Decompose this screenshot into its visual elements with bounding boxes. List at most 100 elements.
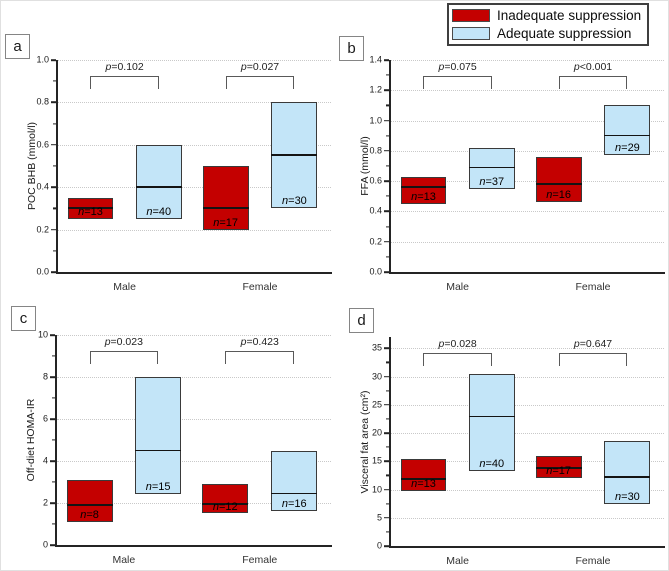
x-axis-line <box>389 272 665 274</box>
y-axis-major-tick <box>51 186 56 188</box>
y-axis-tick-label: 0 <box>376 540 382 551</box>
y-axis-major-tick <box>50 502 55 504</box>
y-axis-line <box>56 60 58 274</box>
median-line <box>468 166 515 169</box>
p-value-label: p=0.028 <box>438 338 477 351</box>
y-axis-major-tick <box>50 334 55 336</box>
n-count-label: n=30 <box>282 195 307 208</box>
gridline <box>391 433 664 435</box>
box-male-inadequate <box>400 459 447 491</box>
median-line <box>271 492 318 495</box>
x-axis-line <box>55 545 332 547</box>
gridline <box>391 90 664 92</box>
y-axis-major-tick <box>384 119 389 122</box>
y-axis-major-tick <box>384 516 389 519</box>
y-axis-tick-label: 10 <box>37 329 48 340</box>
y-axis-major-tick <box>384 432 389 434</box>
y-axis-tick-label: 6 <box>42 413 48 424</box>
gridline <box>58 187 331 189</box>
x-category-label-female: Female <box>575 555 611 567</box>
p-value-label: p=0.423 <box>240 336 279 349</box>
legend-label-adequate: Adequate suppression <box>497 25 632 41</box>
y-axis-major-tick <box>384 89 389 92</box>
n-count-label: n=12 <box>212 500 238 513</box>
legend-swatch-adequate-icon <box>452 27 490 40</box>
n-count-label: n=13 <box>411 190 436 203</box>
y-axis-tick-label: 8 <box>42 371 48 382</box>
gridline <box>57 335 331 336</box>
gridline <box>391 150 664 152</box>
y-axis-minor-tick <box>53 250 56 252</box>
x-category-label-female: Female <box>242 554 278 566</box>
y-axis-tick-label: 4 <box>42 455 48 466</box>
y-axis-major-tick <box>50 460 55 462</box>
median-line <box>604 134 651 137</box>
significance-bracket <box>558 352 628 366</box>
n-count-label: n=40 <box>479 458 505 471</box>
gridline <box>391 489 664 491</box>
y-axis-line <box>389 60 391 274</box>
n-count-label: n=13 <box>411 477 436 490</box>
y-axis-minor-tick <box>386 104 389 107</box>
n-count-label: n=16 <box>281 498 307 511</box>
median-line <box>202 503 249 505</box>
box-female-adequate <box>604 105 651 156</box>
y-axis-title: FFA (mmol/l) <box>359 136 371 196</box>
panel-letter-d: d <box>349 308 374 333</box>
legend-swatch-inadequate-icon <box>452 9 490 22</box>
box-male-adequate <box>468 147 515 189</box>
legend-label-inadequate: Inadequate suppression <box>497 7 642 23</box>
y-axis-major-tick <box>51 59 56 61</box>
y-axis-tick-label: 0 <box>42 539 48 550</box>
x-category-label-male: Male <box>113 281 136 293</box>
gridline <box>391 120 664 122</box>
legend-item-adequate: Adequate suppression <box>452 25 641 42</box>
x-category-label-male: Male <box>112 554 136 566</box>
significance-bracket <box>90 75 159 89</box>
y-axis-minor-tick <box>386 418 389 420</box>
box-male-inadequate <box>400 176 447 204</box>
y-axis-title: Off-diet HOMA-IR <box>25 398 37 482</box>
y-axis-major-tick <box>384 240 389 243</box>
gridline <box>391 404 664 406</box>
y-axis-major-tick <box>384 347 389 350</box>
panel-letter-c: c <box>11 306 36 331</box>
gridline <box>391 181 664 183</box>
y-axis-major-tick <box>384 59 389 61</box>
median-line <box>135 186 182 188</box>
box-female-inadequate <box>202 484 249 514</box>
y-axis-tick-label: 20 <box>371 427 382 438</box>
y-axis-major-tick <box>384 150 389 152</box>
y-axis-major-tick <box>51 228 56 231</box>
y-axis-minor-tick <box>386 474 389 476</box>
gridline <box>57 503 331 504</box>
y-axis-tick-label: 0.2 <box>36 224 49 235</box>
significance-bracket <box>89 350 159 364</box>
x-category-label-male: Male <box>446 555 469 567</box>
y-axis-major-tick <box>51 101 56 104</box>
legend: Inadequate suppression Adequate suppress… <box>447 3 650 46</box>
panel-c-plot: 0 2 4 6 8 10 n=8 n=15 n=12 n=16 p=0.023 p=0.423 Male… <box>25 330 332 566</box>
y-axis-minor-tick <box>386 165 389 167</box>
median-line <box>135 449 182 452</box>
y-axis-minor-tick <box>52 523 55 525</box>
y-axis-major-tick <box>50 376 55 378</box>
y-axis-tick-label: 0.4 <box>369 205 382 216</box>
y-axis-minor-tick <box>386 225 389 228</box>
significance-bracket <box>423 352 492 366</box>
gridline <box>391 60 664 61</box>
y-axis-minor-tick <box>53 207 56 209</box>
panel-d-plot: 0 5 10 15 20 25 30 35 n=13 n=40 n=17 n=30 p=0.028 p=0… <box>359 337 665 567</box>
p-value-label: p=0.102 <box>105 61 144 74</box>
y-axis-tick-label: 1.2 <box>369 84 382 95</box>
y-axis-tick-label: 30 <box>371 371 382 382</box>
gridline <box>391 517 664 519</box>
median-line <box>66 504 113 506</box>
box-male-adequate <box>135 377 182 494</box>
panel-letter-a: a <box>5 34 30 59</box>
x-axis-line <box>389 546 665 548</box>
box-male-adequate <box>135 144 182 219</box>
y-axis-major-tick <box>50 544 55 546</box>
y-axis-minor-tick <box>386 531 389 533</box>
median-line <box>535 183 582 185</box>
